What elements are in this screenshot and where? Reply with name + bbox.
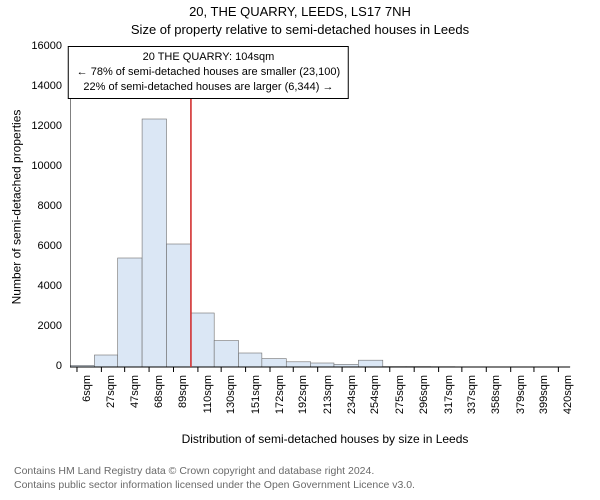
x-tick-label: 399sqm [538,375,550,435]
x-tick-label: 110sqm [202,375,214,435]
page-subtitle: Size of property relative to semi-detach… [0,22,600,37]
x-tick-label: 337sqm [466,375,478,435]
x-tick-label: 89sqm [177,375,189,435]
x-tick-label: 317sqm [443,375,455,435]
reference-infobox: 20 THE QUARRY: 104sqm ← 78% of semi-deta… [68,46,350,99]
x-axis-label: Distribution of semi-detached houses by … [70,432,580,446]
y-tick-label: 12000 [22,120,62,132]
x-tick-label: 192sqm [297,375,309,435]
license-line-2: Contains public sector information licen… [14,478,415,492]
y-tick-label: 2000 [22,320,62,332]
x-tick-label: 420sqm [562,375,574,435]
x-tick-label: 68sqm [153,375,165,435]
x-tick-label: 296sqm [418,375,430,435]
x-tick-label: 358sqm [490,375,502,435]
x-tick-label: 234sqm [346,375,358,435]
y-tick-label: 6000 [22,240,62,252]
x-tick-label: 151sqm [250,375,262,435]
license-text: Contains HM Land Registry data © Crown c… [14,464,415,492]
x-tick-label: 27sqm [105,375,117,435]
y-tick-label: 4000 [22,280,62,292]
x-tick-label: 213sqm [322,375,334,435]
x-tick-label: 379sqm [515,375,527,435]
x-tick-label: 47sqm [129,375,141,435]
x-tick-label: 275sqm [394,375,406,435]
y-tick-label: 16000 [22,40,62,52]
x-tick-label: 254sqm [369,375,381,435]
page-title: 20, THE QUARRY, LEEDS, LS17 7NH [0,4,600,19]
y-tick-label: 10000 [22,160,62,172]
x-tick-label: 172sqm [274,375,286,435]
infobox-line-1: 20 THE QUARRY: 104sqm [77,50,341,65]
y-axis-label: Number of semi-detached properties [9,110,23,305]
page-root: 20, THE QUARRY, LEEDS, LS17 7NH Size of … [0,0,600,500]
license-line-1: Contains HM Land Registry data © Crown c… [14,464,415,478]
infobox-line-2: ← 78% of semi-detached houses are smalle… [77,65,341,80]
infobox-line-3: 22% of semi-detached houses are larger (… [77,80,341,95]
y-tick-label: 0 [22,360,62,372]
y-tick-label: 8000 [22,200,62,212]
x-tick-label: 130sqm [225,375,237,435]
x-tick-label: 6sqm [81,375,93,435]
y-tick-label: 14000 [22,80,62,92]
